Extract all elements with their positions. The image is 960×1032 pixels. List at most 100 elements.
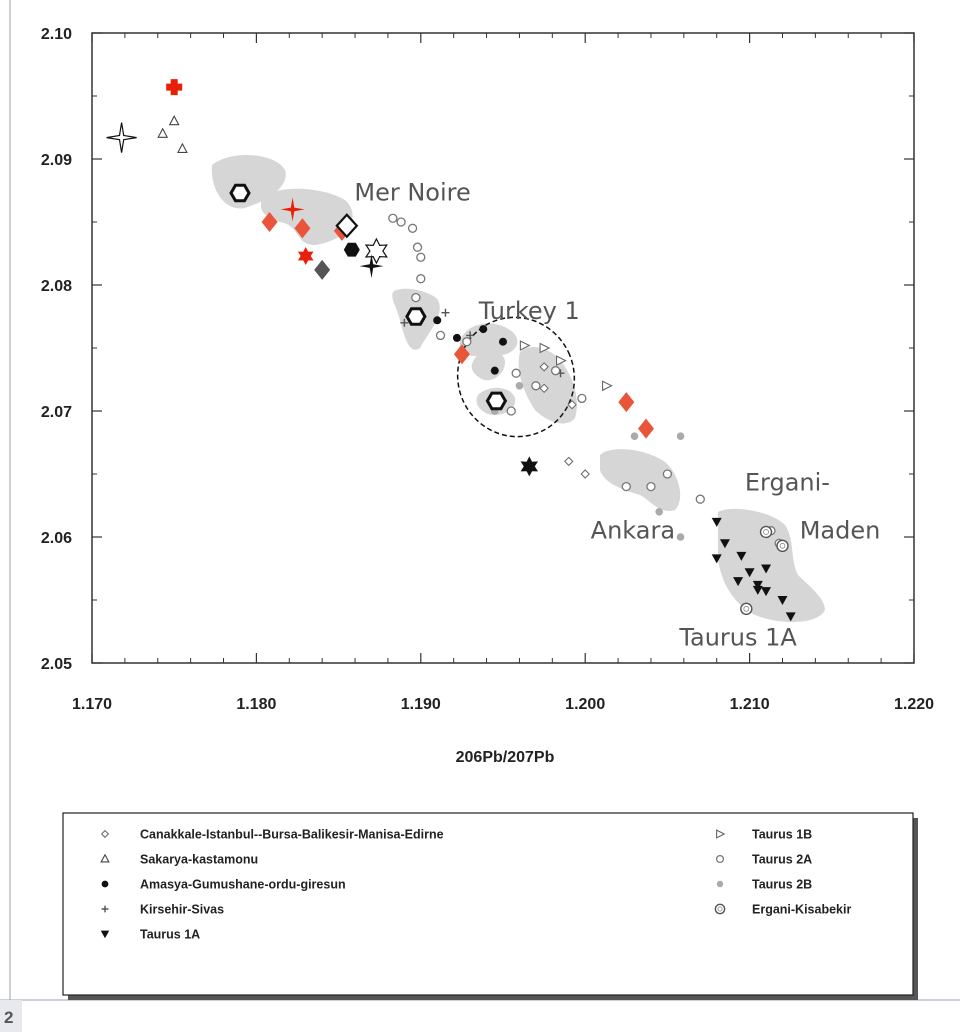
- legend-item: Sakarya-kastamonu: [100, 853, 258, 867]
- legend-label: Taurus 2A: [752, 853, 812, 867]
- legend-symbol-open-triangle: [100, 853, 110, 863]
- marker-gray-dot: [515, 382, 524, 390]
- y-tick-label: 2.05: [41, 656, 72, 673]
- marker-filled-down-triangle: [761, 587, 772, 597]
- legend-item: Ergani-Kisabekir: [714, 903, 851, 917]
- x-axis-title: 206Pb/207Pb: [456, 749, 555, 766]
- legend-item: Taurus 2A: [715, 853, 812, 867]
- legend-label: Sakarya-kastamonu: [140, 853, 258, 867]
- x-tick-label: 1.170: [72, 696, 112, 713]
- marker-filled-down-triangle: [761, 564, 772, 574]
- x-tick-label: 1.190: [401, 696, 441, 713]
- region-label: Taurus 1A: [678, 623, 797, 651]
- marker-red-flower: [297, 247, 314, 265]
- y-tick-label: 2.08: [41, 278, 72, 295]
- composition-fields: [211, 154, 825, 622]
- marker-double-circle: [776, 539, 789, 553]
- marker-orange-diamond: [618, 392, 635, 413]
- marker-orange-diamond: [638, 418, 655, 439]
- marker-filled-down-triangle: [711, 517, 722, 527]
- marker-plus: [466, 331, 475, 340]
- region-labels: Mer Noire Turkey 1 Ankara Ergani- Maden Tauru…: [354, 179, 880, 652]
- legend-label: Canakkale-Istanbul--Bursa-Balikesir-Mani…: [140, 828, 444, 842]
- marker-open-diamond: [539, 362, 549, 372]
- marker-filled-down-triangle: [752, 580, 763, 590]
- field-2: [260, 188, 353, 245]
- legend-box: [62, 812, 914, 996]
- marker-filled-down-triangle: [785, 612, 796, 622]
- marker-open-circle: [411, 292, 421, 303]
- turkey-1-outline: [456, 316, 576, 438]
- y-tick-label: 2.06: [41, 530, 72, 547]
- marker-open-circle: [550, 366, 561, 376]
- data-markers: [106, 79, 796, 622]
- legend-label: Taurus 1A: [140, 928, 200, 942]
- marker-open-triangle: [177, 142, 188, 153]
- marker-open-hexagon: [405, 307, 427, 326]
- legend-item: Amasya-Gumushane-ordu-giresun: [101, 878, 346, 892]
- legend-item: Taurus 2B: [716, 878, 812, 892]
- marker-open-circle: [412, 242, 423, 252]
- marker-open-circle: [621, 481, 631, 492]
- marker-open-large-diamond: [335, 213, 359, 239]
- legend-item: Taurus 1B: [716, 828, 812, 842]
- marker-gray-dot: [676, 432, 685, 441]
- marker-orange-diamond: [261, 212, 278, 232]
- region-label: Ergani-: [745, 468, 830, 496]
- legend-item: Kirsehir-Sivas: [101, 903, 224, 917]
- marker-open-circle: [506, 406, 516, 416]
- marker-filled-circle: [479, 325, 488, 334]
- marker-open-circle: [695, 494, 705, 504]
- marker-gray-dot: [630, 432, 639, 441]
- legend-symbol-double-circle: [714, 903, 726, 915]
- marker-open-circle: [577, 393, 587, 404]
- legend-label: Taurus 2B: [752, 878, 812, 892]
- region-label: Turkey 1: [478, 297, 580, 325]
- marker-open-right-triangle: [519, 340, 531, 351]
- region-label: Ankara: [591, 516, 675, 544]
- legend-item: Taurus 1A: [100, 928, 200, 942]
- legend-label: Amasya-Gumushane-ordu-giresun: [140, 878, 346, 892]
- marker-black-star4: [359, 254, 384, 279]
- marker-filled-down-triangle: [711, 554, 722, 564]
- field-9: [718, 508, 825, 622]
- marker-open-circle: [462, 337, 472, 347]
- marker-black-star6: [520, 456, 538, 477]
- marker-filled-circle: [490, 366, 499, 375]
- marker-open-star6: [364, 237, 388, 265]
- legend-symbol-gray-dot: [716, 880, 724, 888]
- marker-open-hexagon: [485, 391, 508, 411]
- marker-double-circle: [740, 602, 753, 616]
- marker-filled-circle: [499, 337, 507, 346]
- marker-orange-diamond: [453, 344, 470, 365]
- marker-filled-circle: [433, 316, 442, 325]
- legend-symbol-filled-circle: [101, 880, 109, 888]
- marker-double-circle: [759, 525, 773, 539]
- marker-red-star: [280, 197, 305, 222]
- marker-open-circle: [396, 217, 406, 227]
- marker-open-circle: [416, 274, 426, 284]
- marker-plus: [441, 308, 450, 317]
- x-tick-label: 1.200: [565, 696, 605, 713]
- marker-filled-circle: [452, 333, 461, 342]
- marker-black-hexagon: [343, 242, 360, 257]
- x-tick-label: 1.210: [730, 696, 770, 713]
- axis-tick-labels: 1.170 1.180 1.190 1.200 1.210 1.220 2.05 2.06 2.…: [41, 26, 934, 713]
- marker-filled-down-triangle: [736, 551, 747, 561]
- marker-filled-down-triangle: [752, 585, 763, 595]
- legend-label: Taurus 1B: [752, 828, 812, 842]
- page-number: 2: [4, 1008, 13, 1027]
- x-tick-label: 1.220: [894, 696, 934, 713]
- field-4: [460, 323, 518, 357]
- x-tick-label: 1.180: [236, 696, 276, 713]
- legend-symbol-open-circle: [715, 854, 725, 864]
- marker-red-cross: [166, 79, 183, 96]
- marker-open-circle: [646, 481, 656, 492]
- marker-open-diamond: [567, 399, 577, 410]
- y-tick-label: 2.09: [41, 152, 72, 169]
- marker-open-star4: [106, 122, 137, 153]
- marker-open-right-triangle: [555, 355, 567, 366]
- marker-open-circle: [531, 381, 541, 391]
- axis-ticks: [91, 32, 915, 664]
- legend-symbol-open-diamond: [100, 829, 110, 839]
